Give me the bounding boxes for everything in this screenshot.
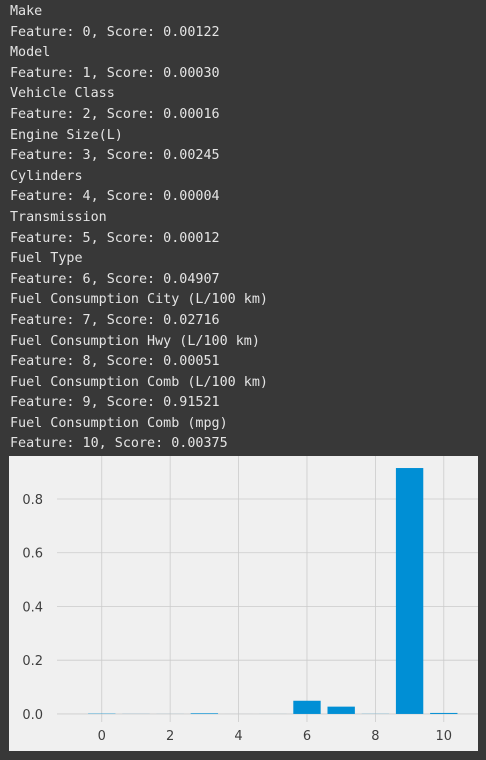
output-line: Vehicle Class (10, 86, 115, 102)
y-tick-label: 0.2 (22, 654, 43, 669)
y-tick-label: 0.8 (22, 493, 43, 508)
x-tick-label: 6 (303, 729, 311, 744)
output-line: Fuel Consumption Hwy (L/100 km) (10, 333, 260, 349)
y-tick-label: 0.0 (22, 708, 43, 723)
x-tick-label: 10 (436, 729, 453, 744)
output-line: Engine Size(L) (10, 127, 123, 143)
bar-chart: 0 2 4 6 8 10 0.0 0.2 0.4 0.6 0.8 (9, 456, 478, 751)
output-line: Feature: 10, Score: 0.00375 (10, 436, 228, 452)
x-tick-label: 8 (371, 729, 379, 744)
x-tick-labels: 0 2 4 6 8 10 (98, 729, 452, 744)
output-line: Fuel Consumption Comb (L/100 km) (10, 374, 268, 390)
bar-feature-3 (190, 713, 219, 714)
output-line: Feature: 6, Score: 0.04907 (10, 271, 220, 287)
y-tick-labels: 0.0 0.2 0.4 0.6 0.8 (22, 493, 43, 723)
bar-feature-10 (430, 712, 458, 714)
output-line: Transmission (10, 209, 107, 225)
x-tick-label: 4 (234, 729, 242, 744)
x-tick-label: 0 (98, 729, 106, 744)
output-line: Cylinders (10, 168, 83, 184)
y-tick-label: 0.6 (22, 547, 43, 562)
bar-feature-6 (293, 700, 321, 714)
output-line: Feature: 7, Score: 0.02716 (10, 312, 220, 328)
output-line: Feature: 4, Score: 0.00004 (10, 189, 220, 205)
output-line: Feature: 2, Score: 0.00016 (10, 106, 220, 122)
vertical-gridlines (101, 456, 445, 722)
output-line: Fuel Consumption Comb (mpg) (10, 415, 228, 431)
output-line: Feature: 9, Score: 0.91521 (10, 395, 220, 411)
bar-feature-7 (327, 706, 355, 714)
output-line: Feature: 3, Score: 0.00245 (10, 148, 220, 164)
output-line: Model (10, 45, 51, 61)
output-line: Fuel Consumption City (L/100 km) (10, 292, 268, 308)
feature-importance-plot: 0 2 4 6 8 10 0.0 0.2 0.4 0.6 0.8 (9, 456, 478, 751)
bars (88, 468, 458, 714)
output-line: Feature: 8, Score: 0.00051 (10, 354, 220, 370)
y-tick-label: 0.4 (22, 600, 43, 615)
output-line: Fuel Type (10, 251, 83, 267)
bar-feature-9 (395, 468, 424, 714)
output-line: Feature: 0, Score: 0.00122 (10, 24, 220, 40)
output-line: Feature: 5, Score: 0.00012 (10, 230, 220, 246)
output-line: Feature: 1, Score: 0.00030 (10, 65, 220, 81)
x-tick-label: 2 (166, 729, 174, 744)
cell-text-output: Make Feature: 0, Score: 0.00122 Model Featu… (10, 2, 480, 455)
output-line: Make (10, 4, 43, 19)
